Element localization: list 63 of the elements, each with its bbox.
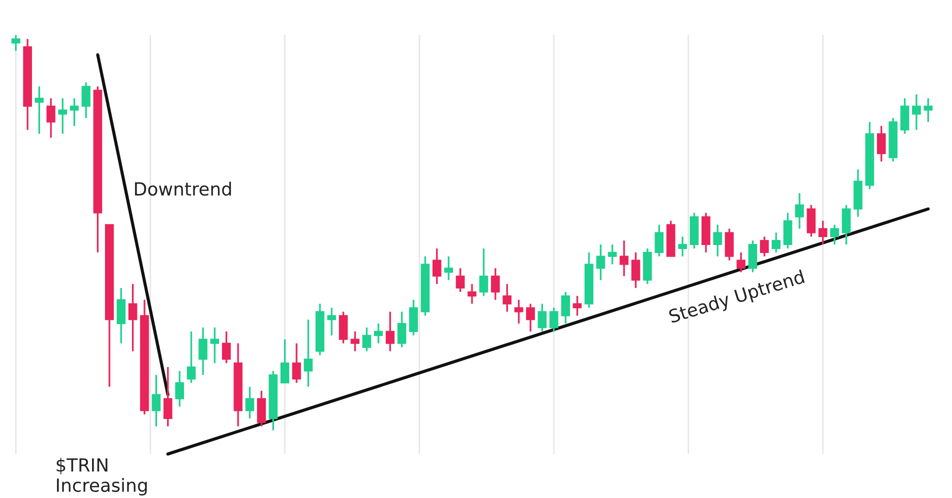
candlestick bbox=[327, 306, 336, 336]
candlestick bbox=[842, 204, 851, 246]
candlestick bbox=[116, 287, 126, 344]
candlestick bbox=[620, 240, 628, 277]
candlestick bbox=[502, 283, 512, 313]
candlestick bbox=[724, 228, 734, 262]
candlestick bbox=[526, 302, 535, 332]
candlestick bbox=[783, 212, 792, 250]
candlestick bbox=[514, 299, 524, 324]
candlestick bbox=[409, 299, 418, 336]
candlestick bbox=[830, 224, 839, 246]
candlestick bbox=[818, 220, 828, 246]
candlestick bbox=[58, 97, 68, 135]
candlestick bbox=[34, 86, 44, 135]
candlestick bbox=[46, 97, 56, 139]
annotation: Downtrend bbox=[135, 182, 231, 196]
candlestick bbox=[806, 204, 816, 238]
candlestick bbox=[245, 386, 254, 420]
candlestick bbox=[596, 244, 606, 281]
candlestick bbox=[713, 224, 722, 258]
candlestick bbox=[572, 295, 582, 316]
candlestick bbox=[608, 244, 617, 266]
candlestick bbox=[82, 82, 90, 119]
candlestick bbox=[456, 267, 465, 293]
candlestick bbox=[479, 248, 488, 297]
candlestick bbox=[304, 318, 313, 388]
candlestick bbox=[386, 310, 395, 352]
candlestick bbox=[163, 366, 172, 428]
candlestick bbox=[292, 342, 301, 384]
candlestick bbox=[70, 97, 79, 127]
candlestick bbox=[678, 236, 687, 258]
candlestick bbox=[760, 236, 769, 258]
candlestick bbox=[549, 306, 558, 332]
candlestick bbox=[924, 97, 933, 123]
candlestick bbox=[11, 34, 20, 52]
candlestick bbox=[186, 330, 196, 384]
candlestick bbox=[257, 390, 266, 428]
candlestick bbox=[198, 326, 208, 376]
candlestick bbox=[210, 326, 220, 364]
candlestick bbox=[397, 310, 406, 348]
candlestick bbox=[444, 256, 454, 281]
candlestick bbox=[468, 283, 476, 305]
candlestick bbox=[912, 93, 921, 131]
candlestick bbox=[876, 125, 886, 162]
candlestick bbox=[175, 370, 184, 408]
candlestick bbox=[490, 267, 500, 301]
candlestick bbox=[432, 248, 442, 285]
candlestick bbox=[772, 232, 781, 254]
candlestick bbox=[280, 338, 290, 384]
candlestick bbox=[128, 283, 138, 352]
candlestick bbox=[795, 192, 804, 230]
candlestick bbox=[654, 224, 664, 258]
candlestick bbox=[362, 326, 372, 352]
candlestick bbox=[538, 302, 547, 332]
candlestick bbox=[350, 330, 360, 352]
candlestick bbox=[222, 330, 231, 364]
candlestick bbox=[900, 97, 910, 135]
candlestick bbox=[561, 291, 570, 324]
text: $TRIN Increasing bbox=[56, 458, 147, 496]
candlestick bbox=[152, 374, 161, 428]
candlestick bbox=[338, 310, 348, 344]
candlestick bbox=[631, 252, 640, 289]
candlestick bbox=[374, 322, 383, 344]
